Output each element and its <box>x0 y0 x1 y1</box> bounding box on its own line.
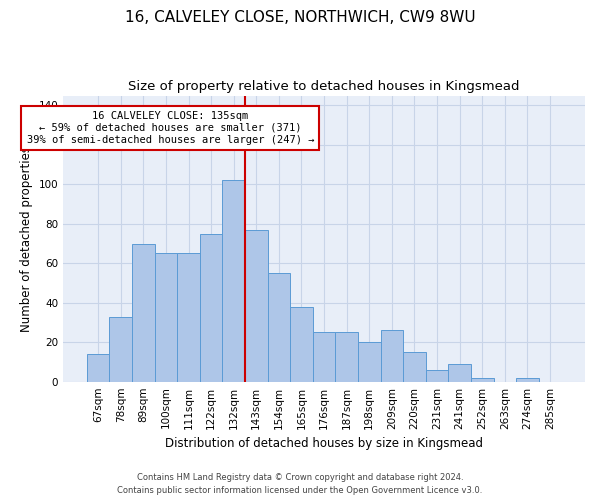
Bar <box>335 332 358 382</box>
Bar <box>155 254 177 382</box>
Text: 16, CALVELEY CLOSE, NORTHWICH, CW9 8WU: 16, CALVELEY CLOSE, NORTHWICH, CW9 8WU <box>125 10 475 25</box>
Bar <box>245 230 268 382</box>
Bar <box>426 370 448 382</box>
Bar <box>87 354 109 382</box>
Bar <box>313 332 335 382</box>
Bar <box>471 378 494 382</box>
Bar <box>223 180 245 382</box>
Bar <box>132 244 155 382</box>
Bar <box>290 306 313 382</box>
Bar <box>268 273 290 382</box>
Title: Size of property relative to detached houses in Kingsmead: Size of property relative to detached ho… <box>128 80 520 93</box>
Bar <box>403 352 426 382</box>
Bar <box>109 316 132 382</box>
Y-axis label: Number of detached properties: Number of detached properties <box>20 146 33 332</box>
Bar <box>358 342 380 382</box>
Bar <box>448 364 471 382</box>
Bar <box>200 234 223 382</box>
Bar <box>380 330 403 382</box>
Bar <box>516 378 539 382</box>
Bar <box>177 254 200 382</box>
Text: 16 CALVELEY CLOSE: 135sqm
← 59% of detached houses are smaller (371)
39% of semi: 16 CALVELEY CLOSE: 135sqm ← 59% of detac… <box>26 112 314 144</box>
X-axis label: Distribution of detached houses by size in Kingsmead: Distribution of detached houses by size … <box>165 437 483 450</box>
Text: Contains HM Land Registry data © Crown copyright and database right 2024.
Contai: Contains HM Land Registry data © Crown c… <box>118 474 482 495</box>
